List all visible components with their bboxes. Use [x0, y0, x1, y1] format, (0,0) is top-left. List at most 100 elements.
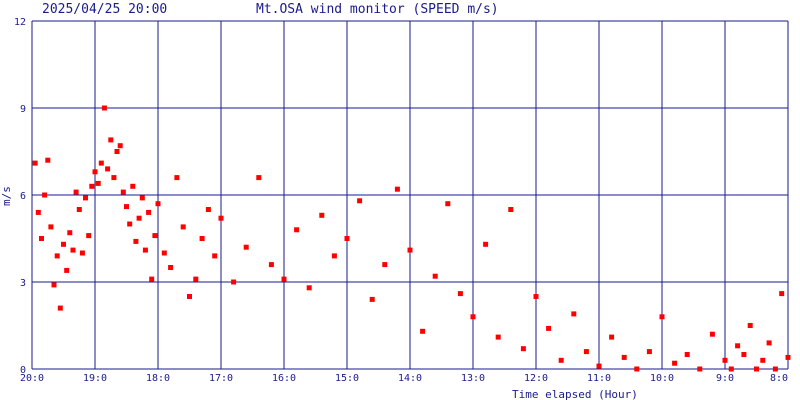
data-point	[483, 241, 489, 247]
data-point	[136, 215, 142, 221]
data-point	[161, 250, 167, 256]
data-point	[596, 363, 602, 369]
data-point	[420, 328, 426, 334]
data-point	[243, 244, 249, 250]
data-point	[646, 349, 652, 355]
y-tick-label: 9	[20, 104, 26, 115]
data-point	[114, 149, 120, 154]
data-point	[231, 279, 237, 285]
grid	[31, 20, 789, 370]
x-tick-label: 17:0	[209, 373, 233, 384]
data-point	[193, 276, 199, 282]
data-point	[212, 253, 218, 259]
data-point	[495, 334, 501, 340]
data-point	[672, 360, 678, 366]
data-point	[64, 267, 70, 273]
data-point	[187, 294, 192, 299]
data-point	[149, 276, 155, 282]
data-point	[747, 323, 753, 328]
x-tick-label: 16:0	[272, 373, 296, 384]
data-point	[127, 221, 133, 227]
data-point	[180, 224, 186, 230]
x-tick-label: 8:0	[770, 373, 788, 384]
data-point	[45, 157, 51, 163]
data-point	[218, 215, 224, 221]
data-point	[57, 305, 63, 311]
data-point	[89, 183, 95, 189]
data-point	[621, 354, 627, 360]
data-point	[142, 247, 148, 253]
data-point	[51, 282, 57, 288]
data-point	[558, 357, 564, 363]
data-point	[520, 346, 526, 352]
data-point	[722, 357, 728, 363]
data-point	[382, 262, 388, 268]
y-tick-label: 6	[20, 191, 26, 202]
x-tick-label: 15:0	[335, 373, 359, 384]
data-point	[268, 262, 274, 268]
data-point	[92, 169, 98, 175]
data-point	[111, 175, 117, 181]
y-axis-label: m/s	[0, 186, 13, 206]
data-point	[609, 334, 615, 340]
y-tick-label: 3	[20, 278, 26, 289]
data-point	[760, 357, 766, 363]
data-point	[754, 366, 759, 372]
data-point	[205, 207, 211, 212]
data-point	[785, 354, 791, 360]
data-point	[306, 285, 312, 291]
data-point	[583, 349, 589, 355]
x-tick-label: 19:0	[83, 373, 107, 384]
data-point	[728, 366, 734, 372]
chart-title: Mt.OSA wind monitor (SPEED m/s)	[256, 2, 499, 17]
data-point	[133, 238, 139, 244]
data-point	[546, 325, 552, 331]
data-point	[79, 250, 85, 256]
data-point	[35, 209, 41, 215]
data-point	[199, 236, 205, 241]
x-tick-label: 12:0	[524, 373, 548, 384]
data-point	[533, 294, 539, 299]
data-point	[697, 366, 703, 372]
data-point	[457, 291, 463, 297]
x-tick-label: 9:0	[716, 373, 734, 384]
data-point	[294, 227, 300, 233]
data-point	[130, 183, 136, 189]
data-point	[83, 195, 88, 201]
data-point	[344, 236, 350, 241]
data-point	[394, 186, 400, 192]
data-point	[73, 189, 79, 195]
data-point	[61, 241, 66, 247]
data-point	[445, 201, 451, 207]
data-point	[139, 195, 145, 201]
x-axis-ticks: 20:0 19:0 18:0 17:0 16:0 15:0 14:0 13:0 12:0 11:0…	[20, 373, 788, 384]
data-point	[67, 230, 73, 236]
data-point	[70, 247, 76, 253]
data-points	[32, 105, 791, 372]
data-point	[101, 105, 107, 111]
data-point	[98, 160, 104, 166]
data-point	[117, 143, 123, 149]
y-tick-label: 0	[20, 365, 26, 376]
data-point	[319, 212, 325, 218]
data-point	[331, 253, 337, 259]
data-point	[432, 273, 438, 279]
data-point	[120, 189, 126, 195]
x-tick-label: 13:0	[461, 373, 485, 384]
data-point	[105, 166, 111, 172]
data-point	[32, 160, 38, 166]
data-point	[155, 201, 161, 207]
data-point	[766, 340, 772, 346]
data-point	[741, 352, 747, 357]
data-point	[571, 311, 577, 317]
data-point	[152, 233, 158, 239]
data-point	[357, 198, 363, 204]
data-point	[508, 207, 514, 212]
data-point	[281, 276, 287, 282]
data-point	[168, 265, 174, 270]
data-point	[124, 204, 129, 210]
data-point	[407, 247, 413, 253]
x-tick-label: 20:0	[20, 373, 44, 384]
